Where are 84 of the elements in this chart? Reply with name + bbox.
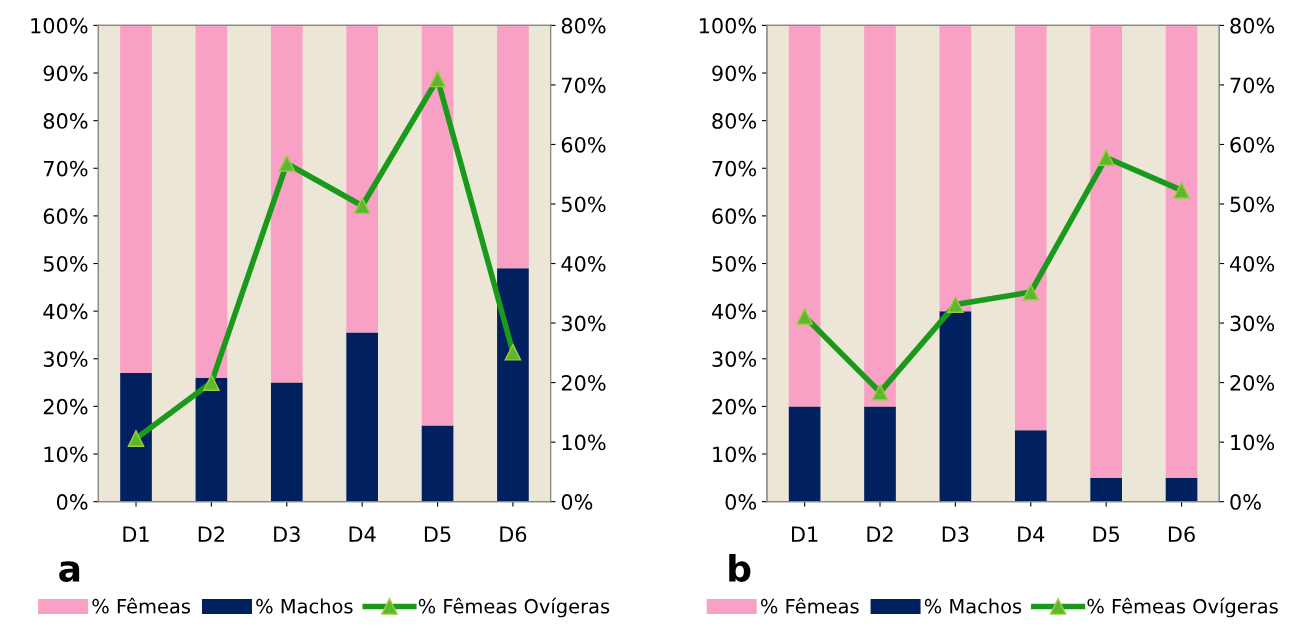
y2-tick-label: 10%: [1231, 434, 1275, 451]
bar: [939, 25, 972, 312]
y2-tick-label: 0%: [561, 494, 593, 510]
y-tick-label: 0%: [725, 494, 757, 510]
y2-tick-label: 60%: [561, 136, 606, 153]
x-tick-label: D1: [792, 526, 818, 542]
y-tick-label: 10%: [44, 446, 88, 463]
bar: [864, 406, 896, 502]
bar: [1165, 477, 1198, 502]
x-tick-label: D5: [424, 526, 451, 543]
bar: [346, 25, 378, 333]
y-tick-label: 30%: [43, 351, 88, 367]
bar: [120, 373, 152, 502]
y-tick-label: 30%: [712, 351, 757, 367]
x-tick-label: D4: [1018, 526, 1045, 542]
x-tick-label: D2: [867, 526, 893, 542]
legend-label: % Fêmeas Ovígeras: [418, 597, 610, 618]
y2-tick-label: 20%: [561, 375, 606, 391]
bar: [497, 268, 529, 502]
x-tick-label: D4: [349, 526, 376, 542]
x-tick-label: D6: [1168, 526, 1195, 543]
x-tick-label: D3: [274, 526, 300, 543]
y-tick-label: 50%: [43, 255, 88, 272]
y2-tick-label: 50%: [1230, 196, 1275, 213]
y-tick-label: 60%: [712, 208, 757, 225]
bar: [788, 406, 821, 502]
y2-tick-label: 80%: [1230, 17, 1275, 34]
y2-tick-label: 40%: [1229, 255, 1275, 272]
y-tick-label: 100%: [31, 17, 88, 34]
x-tick-label: D2: [198, 526, 224, 542]
y-tick-label: 80%: [712, 113, 757, 129]
bar: [1165, 25, 1198, 478]
bar: [120, 25, 152, 374]
x-tick-label: D6: [500, 526, 527, 543]
y-tick-label: 80%: [43, 113, 88, 129]
y-tick-label: 40%: [43, 303, 88, 320]
legend-label: % Fêmeas: [760, 597, 859, 614]
y-tick-label: 20%: [712, 398, 757, 415]
y2-tick-label: 50%: [561, 196, 606, 213]
y-tick-label: 40%: [711, 303, 757, 320]
y2-tick-label: 80%: [561, 17, 606, 34]
y-tick-label: 70%: [712, 160, 757, 177]
bar: [864, 25, 896, 407]
y2-tick-label: 0%: [1230, 494, 1261, 510]
y-tick-label: 20%: [43, 398, 88, 415]
legend-label: % Machos: [256, 598, 353, 614]
y2-tick-label: 60%: [1230, 136, 1275, 153]
legend-label: % Machos: [924, 598, 1022, 614]
y2-tick-label: 30%: [1230, 315, 1275, 332]
legend-label: % Fêmeas: [92, 597, 191, 614]
bar: [788, 25, 821, 407]
y2-tick-label: 20%: [1230, 375, 1275, 391]
y2-tick-label: 40%: [561, 255, 606, 272]
y2-tick-label: 30%: [561, 315, 606, 332]
bar: [195, 25, 228, 378]
bar: [195, 377, 228, 502]
bar: [270, 25, 303, 383]
y-tick-label: 50%: [712, 255, 757, 272]
bar: [421, 425, 454, 502]
y-tick-label: 60%: [43, 208, 88, 225]
bar: [270, 382, 303, 502]
bar: [421, 25, 454, 426]
y-tick-label: 100%: [699, 17, 757, 34]
y-tick-label: 0%: [56, 494, 88, 510]
text: b: [729, 554, 751, 582]
bar: [346, 332, 378, 502]
y-tick-label: 90%: [43, 65, 88, 82]
bar: [1090, 477, 1122, 502]
text: a: [59, 561, 80, 582]
x-tick-label: D3: [942, 526, 969, 543]
x-tick-label: D1: [123, 526, 149, 542]
y-tick-label: 10%: [713, 446, 757, 463]
bar: [1090, 25, 1122, 478]
y-tick-label: 70%: [44, 160, 88, 177]
y2-tick-label: 70%: [562, 77, 606, 94]
bar: [939, 311, 972, 502]
legend-label: % Fêmeas Ovígeras: [1087, 597, 1278, 618]
bar: [1014, 430, 1047, 502]
bar: [1014, 25, 1047, 431]
y-tick-label: 90%: [712, 65, 757, 82]
y2-tick-label: 10%: [562, 434, 606, 451]
x-tick-label: D5: [1093, 526, 1119, 543]
bar: [497, 25, 529, 269]
y2-tick-label: 70%: [1230, 77, 1275, 94]
